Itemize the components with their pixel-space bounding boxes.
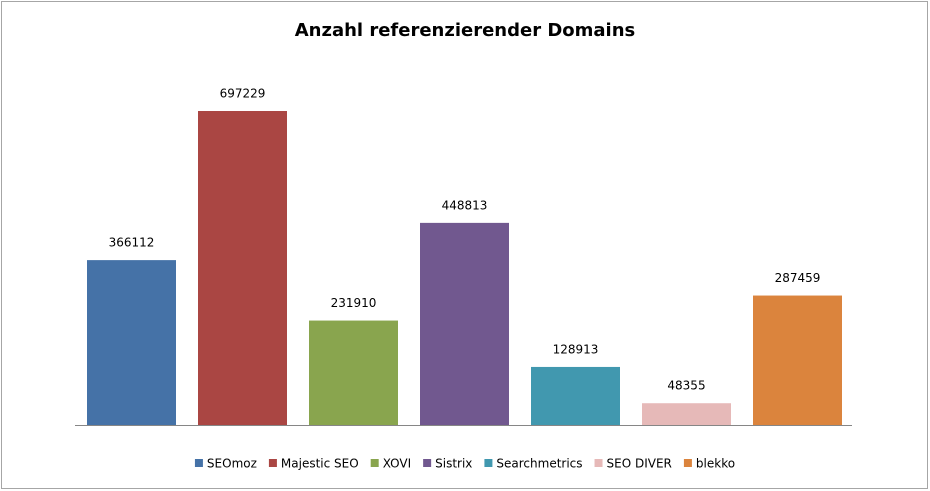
data-label: 287459 (775, 271, 821, 285)
chart-title: Anzahl referenzierender Domains (295, 20, 636, 41)
bar (420, 222, 509, 425)
data-label: 448813 (442, 198, 488, 212)
bar (309, 320, 398, 425)
legend-label: SEO DIVER (607, 457, 672, 471)
legend-swatch (683, 459, 692, 467)
legend-label: blekko (696, 457, 735, 471)
legend-label: SEOmoz (207, 457, 257, 471)
legend-swatch (484, 459, 493, 467)
bar (531, 366, 620, 425)
bar (198, 111, 287, 425)
legend-label: Majestic SEO (281, 457, 359, 471)
data-label: 48355 (667, 379, 705, 393)
legend-swatch (423, 459, 432, 467)
bar (642, 403, 731, 425)
legend-swatch (594, 459, 603, 467)
data-label: 366112 (109, 236, 155, 250)
bar (87, 260, 176, 425)
data-label: 697229 (220, 87, 266, 101)
legend-swatch (370, 459, 379, 467)
legend-swatch (194, 459, 203, 467)
data-label: 231910 (331, 296, 377, 310)
bar (753, 295, 842, 425)
data-label: 128913 (553, 342, 599, 356)
legend-label: Searchmetrics (496, 457, 582, 471)
legend-swatch (268, 459, 277, 467)
legend-label: Sistrix (435, 457, 472, 471)
legend-label: XOVI (383, 457, 411, 471)
